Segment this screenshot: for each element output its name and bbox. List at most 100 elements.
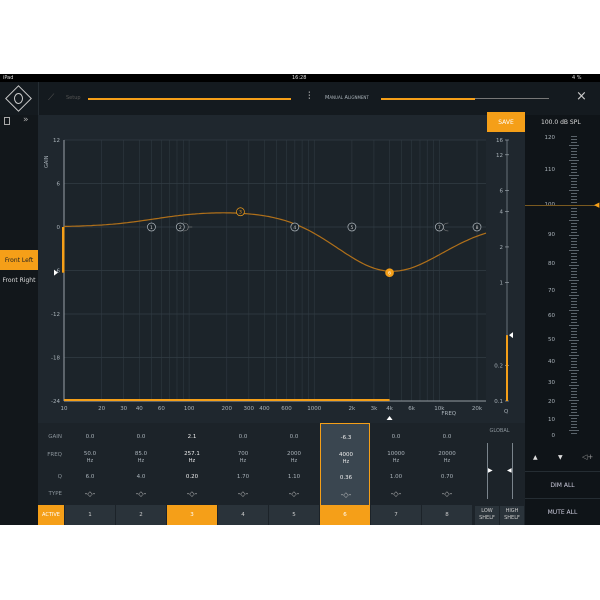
bell-filter-icon[interactable]: -◇- [441,490,453,498]
band-freq[interactable]: 700 [237,451,249,457]
band-q[interactable]: 1.00 [389,474,403,480]
setup-step[interactable]: Setup [66,95,81,101]
band-node-3[interactable] [236,207,245,217]
band-q[interactable]: 6.0 [85,474,95,480]
dim-all-button[interactable]: DIM ALL [525,473,600,497]
speaker-plus-icon[interactable]: ◁+ [582,453,594,461]
freq-tick-label: 40 [136,406,143,412]
freq-tick-label: 2k [349,406,356,412]
level-handle[interactable]: ◀ [594,201,600,209]
sidebar: » Front Left Front Right [0,115,38,525]
band-node-6[interactable] [385,268,394,278]
band-node-8[interactable] [472,222,482,232]
q-tick-label: 6 [500,188,504,194]
band-freq[interactable]: 10000 [387,451,405,457]
active-toggle-5[interactable]: 5 [269,505,319,525]
band-node-5[interactable] [347,222,357,232]
bell-filter-icon[interactable]: -◇- [340,491,352,499]
band-gain[interactable]: 0.0 [238,434,248,440]
band-column-8[interactable]: 0.0 20000 Hz 0.70 -◇- [422,423,472,505]
band-q[interactable]: 0.70 [440,474,454,480]
band-gain[interactable]: 0.0 [85,434,95,440]
manual-alignment-step[interactable]: Manual Alignment [325,95,369,101]
high-shelf-slider-track[interactable] [512,443,513,499]
band-q[interactable]: 1.70 [236,474,250,480]
level-up-button[interactable]: ▲ [533,454,538,461]
level-scale[interactable]: 1201101009080706050403020100◀ [525,130,600,440]
channel-front-left[interactable]: Front Left [0,250,38,270]
level-tick [571,241,577,242]
freq-slider-fill[interactable] [64,399,390,401]
level-tick [569,160,579,161]
band-node-7[interactable] [434,222,444,232]
low-shelf-slider-track[interactable] [487,443,488,499]
active-toggle-3[interactable]: 3 [167,505,217,525]
band-gain[interactable]: 0.0 [442,434,452,440]
band-column-7[interactable]: 0.0 10000 Hz 1.00 -◇- [371,423,421,505]
setup-icon[interactable]: ⟋ [48,93,55,103]
band-freq[interactable]: 50.0 [83,451,97,457]
active-toggle-1[interactable]: 1 [65,505,115,525]
level-tick-label: 30 [548,380,555,386]
gain-slider-handle[interactable] [54,269,58,276]
low-shelf-button[interactable]: LOW SHELF [475,506,499,525]
high-shelf-slider-handle[interactable]: ◀ [507,467,512,474]
active-toggle-4[interactable]: 4 [218,505,268,525]
level-tick [571,301,577,302]
speaker-icon[interactable] [4,117,10,125]
band-q[interactable]: 4.0 [136,474,146,480]
active-toggle-2[interactable]: 2 [116,505,166,525]
band-column-1[interactable]: 0.0 50.0 Hz 6.0 -◇- [65,423,115,505]
band-node-2[interactable] [175,222,185,232]
band-freq[interactable]: 85.0 [134,451,148,457]
gain-slider-fill[interactable] [62,227,65,273]
band-freq[interactable]: 257.1 [184,451,200,457]
bell-filter-icon[interactable]: -◇- [84,490,96,498]
band-gain[interactable]: 0.0 [391,434,401,440]
high-shelf-button[interactable]: HIGH SHELF [500,506,524,525]
channel-front-right[interactable]: Front Right [0,270,38,290]
level-tick [571,193,577,194]
bell-filter-icon[interactable]: -◇- [390,490,402,498]
level-down-button[interactable]: ▼ [558,454,563,461]
band-q[interactable]: 1.10 [287,474,301,480]
save-button[interactable]: SAVE [487,112,525,132]
band-column-6[interactable]: -6.3 4000 Hz 0.36 -◇- [320,423,370,505]
level-tick [571,196,577,197]
q-slider-handle[interactable] [509,332,513,339]
band-q[interactable]: 0.36 [339,475,353,481]
band-q[interactable]: 0.20 [185,474,199,480]
bell-filter-icon[interactable]: -◇- [288,490,300,498]
band-node-1[interactable] [147,222,156,232]
band-column-2[interactable]: 0.0 85.0 Hz 4.0 -◇- [116,423,166,505]
expand-icon[interactable]: » [23,115,29,125]
band-gain[interactable]: -6.3 [340,435,352,441]
band-column-5[interactable]: 0.0 2000 Hz 1.10 -◇- [269,423,319,505]
level-tick [571,217,577,218]
band-freq-unit: Hz [239,458,247,464]
band-gain[interactable]: 0.0 [136,434,146,440]
bell-filter-icon[interactable]: -◇- [186,490,198,498]
active-toggle-8[interactable]: 8 [422,505,472,525]
bell-filter-icon[interactable]: -◇- [135,490,147,498]
band-freq[interactable]: 20000 [438,451,456,457]
active-toggle-6[interactable]: 6 [320,505,370,525]
level-tick [571,391,577,392]
mute-all-button[interactable]: MUTE ALL [525,500,600,524]
band-column-4[interactable]: 0.0 700 Hz 1.70 -◇- [218,423,268,505]
level-tick [571,373,577,374]
band-node-4[interactable] [290,222,300,232]
alignment-progress-fill [381,97,476,100]
low-shelf-slider-handle[interactable]: ▶ [488,467,493,474]
band-column-3[interactable]: 2.1 257.1 Hz 0.20 -◇- [167,423,217,505]
active-toggle-7[interactable]: 7 [371,505,421,525]
freq-slider-handle[interactable] [386,416,393,420]
band-freq[interactable]: 2000 [287,451,301,457]
band-freq[interactable]: 4000 [339,452,353,458]
close-button[interactable]: × [576,89,587,104]
bell-filter-icon[interactable]: -◇- [237,490,249,498]
band-gain[interactable]: 2.1 [187,434,197,440]
band-gain[interactable]: 0.0 [289,434,299,440]
q-slider-fill[interactable] [506,335,508,401]
